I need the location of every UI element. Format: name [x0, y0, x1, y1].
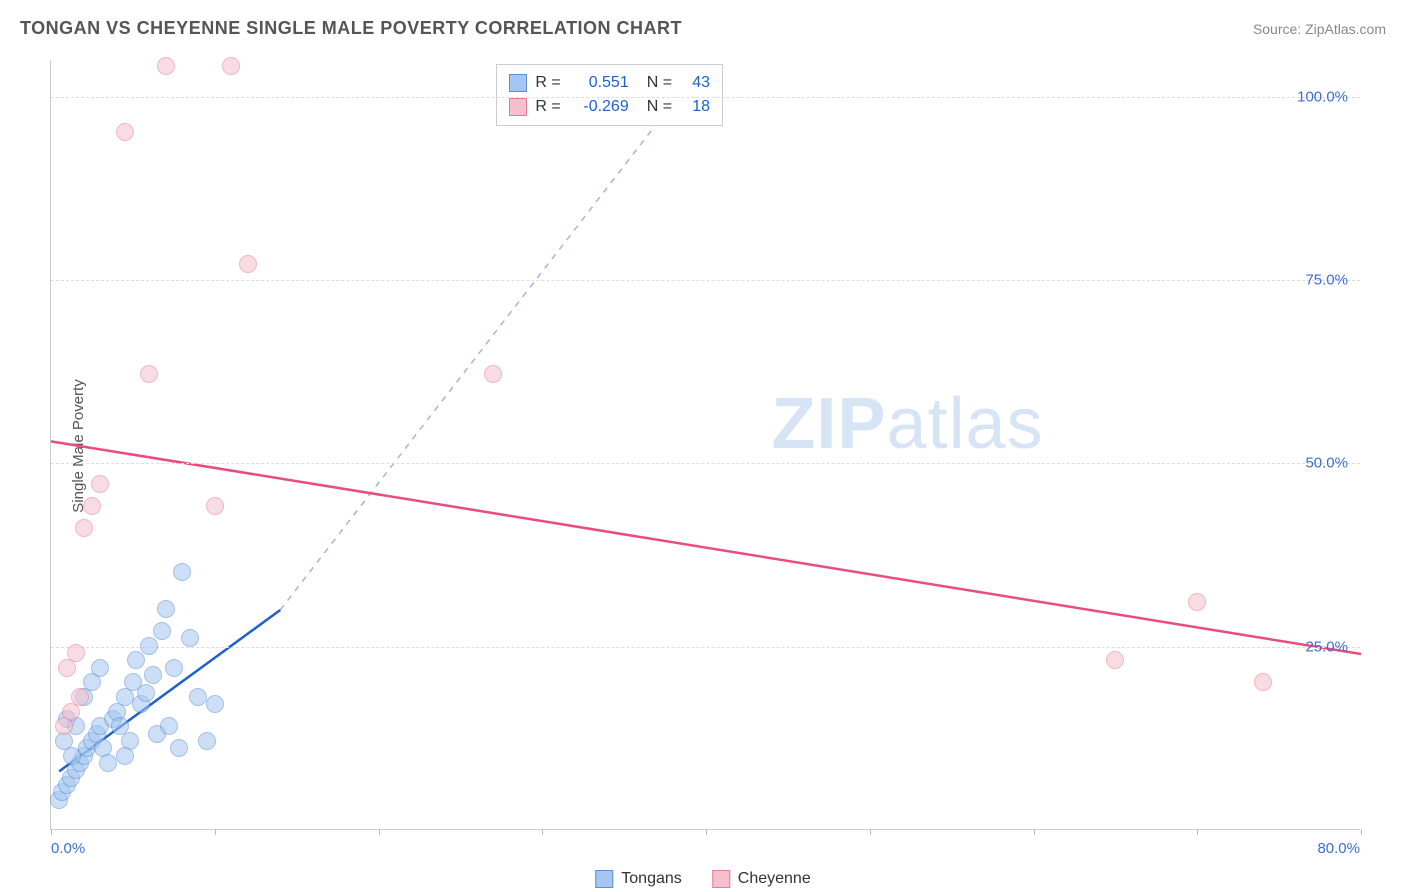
data-point [206, 695, 224, 713]
x-tick [870, 829, 871, 835]
x-tick [215, 829, 216, 835]
x-tick [51, 829, 52, 835]
legend-row: R = 0.551 N = 43 [509, 71, 710, 95]
correlation-legend: R = 0.551 N = 43 R = -0.269 N = 18 [496, 64, 723, 126]
x-tick [379, 829, 380, 835]
x-tick [706, 829, 707, 835]
data-point [222, 57, 240, 75]
series-legend-item: Cheyenne [712, 870, 811, 888]
legend-r-label: R = [535, 95, 560, 119]
legend-r-label: R = [535, 71, 560, 95]
data-point [157, 57, 175, 75]
data-point [153, 622, 171, 640]
series-label: Tongans [621, 870, 682, 888]
data-point [55, 717, 73, 735]
x-tick [1361, 829, 1362, 835]
data-point [63, 747, 81, 765]
data-point [99, 754, 117, 772]
chart-title: TONGAN VS CHEYENNE SINGLE MALE POVERTY C… [20, 18, 682, 39]
data-point [160, 717, 178, 735]
legend-swatch [509, 98, 527, 116]
gridline-h [51, 280, 1360, 281]
y-tick-label: 75.0% [1305, 272, 1348, 289]
data-point [1254, 673, 1272, 691]
data-point [189, 688, 207, 706]
x-tick-label: 80.0% [1317, 840, 1360, 857]
series-label: Cheyenne [738, 870, 811, 888]
data-point [91, 475, 109, 493]
legend-r-value: -0.269 [569, 95, 629, 119]
data-point [83, 497, 101, 515]
legend-swatch [712, 870, 730, 888]
series-legend: Tongans Cheyenne [595, 870, 810, 888]
data-point [71, 688, 89, 706]
data-point [206, 497, 224, 515]
data-point [239, 255, 257, 273]
data-point [1106, 651, 1124, 669]
x-tick [542, 829, 543, 835]
gridline-h [51, 97, 1360, 98]
y-tick-label: 50.0% [1305, 455, 1348, 472]
data-point [116, 747, 134, 765]
header: TONGAN VS CHEYENNE SINGLE MALE POVERTY C… [20, 18, 1386, 39]
data-point [75, 519, 93, 537]
plot-svg [51, 60, 1361, 830]
data-point [67, 644, 85, 662]
data-point [484, 365, 502, 383]
data-point [116, 123, 134, 141]
data-point [165, 659, 183, 677]
data-point [170, 739, 188, 757]
x-tick [1197, 829, 1198, 835]
data-point [173, 563, 191, 581]
legend-n-value: 18 [680, 95, 710, 119]
legend-swatch [509, 74, 527, 92]
y-tick-label: 100.0% [1297, 88, 1348, 105]
source-label: Source: ZipAtlas.com [1253, 21, 1386, 37]
x-tick [1034, 829, 1035, 835]
data-point [1188, 593, 1206, 611]
series-legend-item: Tongans [595, 870, 682, 888]
plot-area: ZIPatlas R =0.551N =43R =-0.269N =18 25.… [50, 60, 1360, 830]
x-tick-label: 0.0% [51, 840, 85, 857]
data-point [144, 666, 162, 684]
legend-n-label: N = [647, 95, 672, 119]
data-point [140, 637, 158, 655]
data-point [198, 732, 216, 750]
data-point [181, 629, 199, 647]
trend-line [280, 60, 706, 610]
gridline-h [51, 463, 1360, 464]
legend-n-value: 43 [680, 71, 710, 95]
legend-row: R = -0.269 N = 18 [509, 95, 710, 119]
data-point [91, 659, 109, 677]
trend-line [51, 441, 1361, 654]
data-point [140, 365, 158, 383]
data-point [127, 651, 145, 669]
legend-r-value: 0.551 [569, 71, 629, 95]
data-point [137, 684, 155, 702]
y-tick-label: 25.0% [1305, 638, 1348, 655]
data-point [157, 600, 175, 618]
gridline-h [51, 647, 1360, 648]
legend-n-label: N = [647, 71, 672, 95]
legend-swatch [595, 870, 613, 888]
